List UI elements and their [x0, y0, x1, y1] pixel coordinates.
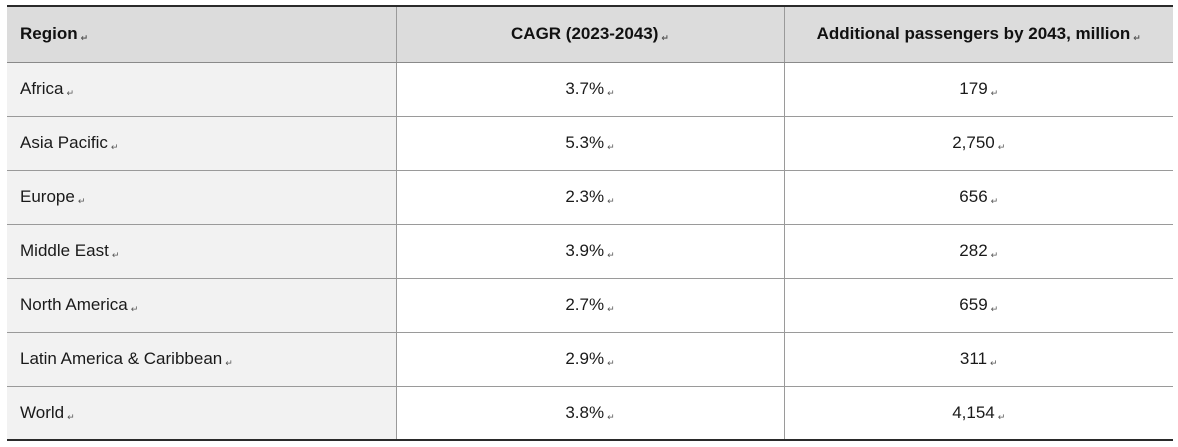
paragraph-mark-icon: ↵: [607, 411, 615, 422]
table-row: Asia Pacific ↵ 5.3% ↵ 2,750 ↵: [7, 116, 1173, 171]
cagr-value: 2.7%: [565, 295, 605, 314]
paragraph-mark-icon: ↵: [66, 88, 75, 98]
header-cagr: CAGR (2023-2043) ↵: [395, 5, 785, 63]
header-region-label: Region: [20, 24, 78, 44]
additional-cell: 282 ↵: [783, 224, 1173, 279]
paragraph-mark-icon: ↵: [661, 33, 669, 44]
cagr-cell: 3.8% ↵: [395, 386, 785, 441]
region-cell: Europe ↵: [7, 170, 397, 225]
cagr-value: 2.3%: [565, 187, 605, 206]
additional-value: 659: [959, 295, 988, 314]
region-cell: Latin America & Caribbean ↵: [7, 332, 397, 387]
cagr-cell: 3.7% ↵: [395, 62, 785, 117]
region-cell: Middle East ↵: [7, 224, 397, 279]
paragraph-mark-icon: ↵: [1133, 33, 1141, 44]
cagr-cell: 2.3% ↵: [395, 170, 785, 225]
paragraph-mark-icon: ↵: [130, 304, 139, 314]
additional-cell: 311 ↵: [783, 332, 1173, 387]
paragraph-mark-icon: ↵: [990, 250, 999, 260]
additional-value: 4,154: [952, 402, 995, 422]
paragraph-mark-icon: ↵: [607, 250, 615, 260]
cagr-value: 2.9%: [565, 349, 605, 368]
cagr-value: 5.3%: [565, 133, 605, 152]
passenger-growth-table-container: Region ↵ CAGR (2023-2043) ↵ Additional pas…: [7, 5, 1173, 441]
table-row: World ↵ 3.8% ↵ 4,154 ↵: [7, 386, 1173, 441]
paragraph-mark-icon: ↵: [67, 411, 75, 422]
region-cell: Asia Pacific ↵: [7, 116, 397, 171]
table-row: Africa ↵ 3.7% ↵ 179 ↵: [7, 62, 1173, 117]
cagr-value: 3.7%: [565, 79, 605, 98]
paragraph-mark-icon: ↵: [225, 358, 233, 368]
header-cagr-label: CAGR (2023-2043): [511, 24, 659, 44]
header-region: Region ↵: [7, 5, 397, 63]
additional-cell: 2,750 ↵: [783, 116, 1173, 171]
cagr-cell: 3.9% ↵: [395, 224, 785, 279]
region-name: Latin America & Caribbean: [20, 349, 223, 368]
region-name: World: [20, 402, 65, 422]
cagr-cell: 2.7% ↵: [395, 278, 785, 333]
table-row: Middle East ↵ 3.9% ↵ 282 ↵: [7, 224, 1173, 279]
paragraph-mark-icon: ↵: [990, 196, 999, 206]
table-row: Latin America & Caribbean ↵ 2.9% ↵ 311 ↵: [7, 332, 1173, 387]
cagr-cell: 2.9% ↵: [395, 332, 785, 387]
additional-cell: 179 ↵: [783, 62, 1173, 117]
additional-cell: 656 ↵: [783, 170, 1173, 225]
paragraph-mark-icon: ↵: [997, 142, 1006, 152]
table-row: North America ↵ 2.7% ↵ 659 ↵: [7, 278, 1173, 333]
additional-cell: 659 ↵: [783, 278, 1173, 333]
paragraph-mark-icon: ↵: [990, 88, 999, 98]
header-additional-passengers: Additional passengers by 2043, million ↵: [783, 5, 1173, 63]
region-name: North America: [20, 295, 128, 314]
paragraph-mark-icon: ↵: [80, 33, 89, 44]
paragraph-mark-icon: ↵: [77, 196, 86, 206]
paragraph-mark-icon: ↵: [111, 250, 120, 260]
region-cell: North America ↵: [7, 278, 397, 333]
region-cell: World ↵: [7, 386, 397, 441]
cagr-value: 3.9%: [565, 241, 605, 260]
paragraph-mark-icon: ↵: [607, 142, 615, 152]
passenger-growth-table: Region ↵ CAGR (2023-2043) ↵ Additional pas…: [7, 5, 1173, 441]
additional-value: 2,750: [952, 133, 995, 152]
region-name: Africa: [20, 79, 64, 98]
table-header-row: Region ↵ CAGR (2023-2043) ↵ Additional pas…: [7, 5, 1173, 63]
paragraph-mark-icon: ↵: [607, 196, 615, 206]
additional-value: 179: [959, 79, 988, 98]
region-cell: Africa ↵: [7, 62, 397, 117]
cagr-cell: 5.3% ↵: [395, 116, 785, 171]
paragraph-mark-icon: ↵: [997, 411, 1006, 422]
paragraph-mark-icon: ↵: [607, 304, 615, 314]
additional-value: 282: [959, 241, 988, 260]
additional-value: 311: [959, 349, 988, 368]
additional-value: 656: [959, 187, 988, 206]
additional-cell: 4,154 ↵: [783, 386, 1173, 441]
paragraph-mark-icon: ↵: [990, 358, 998, 368]
cagr-value: 3.8%: [565, 402, 605, 422]
paragraph-mark-icon: ↵: [607, 358, 615, 368]
region-name: Middle East: [20, 241, 109, 260]
table-row: Europe ↵ 2.3% ↵ 656 ↵: [7, 170, 1173, 225]
paragraph-mark-icon: ↵: [110, 142, 119, 152]
paragraph-mark-icon: ↵: [607, 88, 615, 98]
region-name: Asia Pacific: [20, 133, 108, 152]
header-additional-passengers-label: Additional passengers by 2043, million: [816, 24, 1131, 44]
paragraph-mark-icon: ↵: [990, 304, 999, 314]
region-name: Europe: [20, 187, 75, 206]
